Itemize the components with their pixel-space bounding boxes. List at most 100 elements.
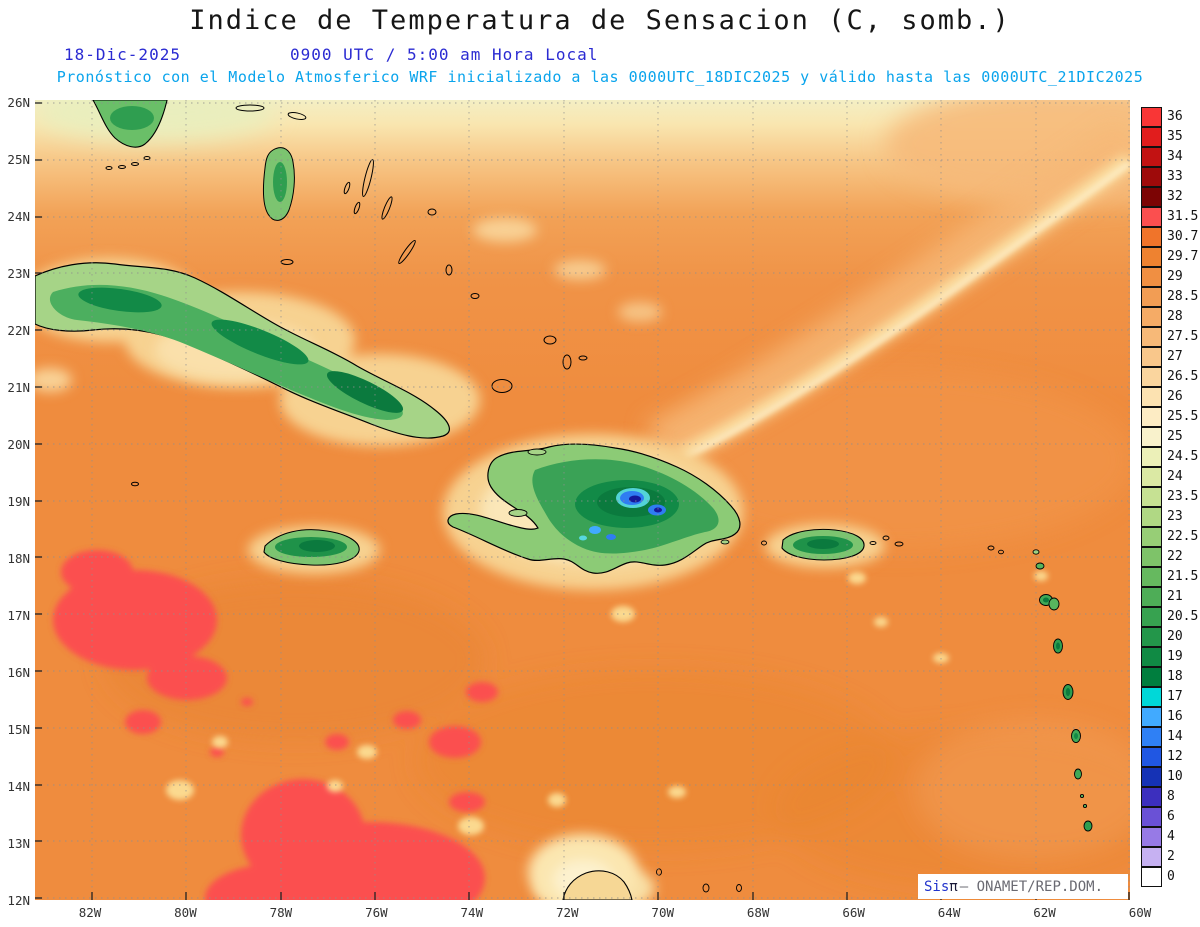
colorbar-row: 14: [1141, 727, 1198, 747]
colorbar-row: 33: [1141, 167, 1198, 187]
colorbar-row: 20: [1141, 627, 1198, 647]
colorbar-label: 29.7: [1167, 249, 1199, 264]
lat-label: 13N: [7, 836, 30, 851]
lat-label: 20N: [7, 437, 30, 452]
colorbar-swatch: [1141, 227, 1162, 247]
colorbar-label: 2: [1167, 849, 1175, 864]
colorbar-row: 36: [1141, 107, 1198, 127]
colorbar-row: 30.7: [1141, 227, 1198, 247]
forecast-time: 0900 UTC / 5:00 am Hora Local: [290, 45, 599, 64]
lon-label: 82W: [78, 905, 102, 920]
credit-badge: Sis π – ONAMET/REP.DOM.: [918, 874, 1128, 899]
colorbar-row: 8: [1141, 787, 1198, 807]
lat-label: 25N: [7, 152, 30, 167]
lat-label: 14N: [7, 779, 30, 794]
colorbar-row: 28: [1141, 307, 1198, 327]
colorbar-row: 27.5: [1141, 327, 1198, 347]
colorbar-label: 25.5: [1167, 409, 1199, 424]
colorbar-row: 31.5: [1141, 207, 1198, 227]
forecast-date: 18-Dic-2025: [64, 45, 181, 64]
lat-label: 17N: [7, 608, 30, 623]
colorbar-label: 20: [1167, 629, 1183, 644]
lat-label: 23N: [7, 266, 30, 281]
colorbar-swatch: [1141, 347, 1162, 367]
colorbar-swatch: [1141, 267, 1162, 287]
colorbar-label: 28.5: [1167, 289, 1199, 304]
lat-label: 26N: [7, 95, 30, 110]
colorbar-label: 22.5: [1167, 529, 1199, 544]
colorbar-swatch: [1141, 507, 1162, 527]
colorbar-label: 28: [1167, 309, 1183, 324]
colorbar-swatch: [1141, 827, 1162, 847]
colorbar-label: 20.5: [1167, 609, 1199, 624]
colorbar-label: 8: [1167, 789, 1175, 804]
colorbar-label: 4: [1167, 829, 1175, 844]
colorbar-row: 25.5: [1141, 407, 1198, 427]
colorbar-swatch: [1141, 427, 1162, 447]
colorbar-swatch: [1141, 587, 1162, 607]
colorbar-swatch: [1141, 487, 1162, 507]
colorbar-swatch: [1141, 107, 1162, 127]
longitude-axis: 82W 80W 78W 76W 74W 72W 70W 68W 66W 64W 62W 60W: [72, 905, 1158, 920]
colorbar-label: 6: [1167, 809, 1175, 824]
colorbar-label: 17: [1167, 689, 1183, 704]
lat-label: 21N: [7, 380, 30, 395]
colorbar-swatch: [1141, 867, 1162, 887]
lon-label: 72W: [555, 905, 579, 920]
colorbar-swatch: [1141, 307, 1162, 327]
lat-label: 22N: [7, 323, 30, 338]
colorbar-swatch: [1141, 807, 1162, 827]
colorbar-swatch: [1141, 287, 1162, 307]
colorbar-label: 21: [1167, 589, 1183, 604]
colorbar-label: 34: [1167, 149, 1183, 164]
colorbar-label: 31.5: [1167, 209, 1199, 224]
colorbar-row: 0: [1141, 867, 1198, 887]
colorbar-label: 30.7: [1167, 229, 1199, 244]
colorbar-row: 22: [1141, 547, 1198, 567]
colorbar-label: 21.5: [1167, 569, 1199, 584]
colorbar-row: 16: [1141, 707, 1198, 727]
colorbar-swatch: [1141, 367, 1162, 387]
colorbar-label: 16: [1167, 709, 1183, 724]
colorbar-row: 27: [1141, 347, 1198, 367]
colorbar-label: 0: [1167, 869, 1175, 884]
colorbar-label: 14: [1167, 729, 1183, 744]
colorbar-swatch: [1141, 407, 1162, 427]
lat-label: 16N: [7, 665, 30, 680]
colorbar-label: 23.5: [1167, 489, 1199, 504]
credit-sis: Sis: [924, 878, 950, 895]
lon-label: 62W: [1033, 905, 1056, 920]
latitude-axis: 26N 25N 24N 23N 22N 21N 20N 19N 18N 17N 16N 15N 14N 1…: [0, 96, 32, 908]
colorbar-label: 25: [1167, 429, 1183, 444]
colorbar-label: 10: [1167, 769, 1183, 784]
colorbar-swatch: [1141, 527, 1162, 547]
credit-org: – ONAMET/REP.DOM.: [959, 878, 1104, 895]
colorbar-swatch: [1141, 467, 1162, 487]
colorbar-label: 23: [1167, 509, 1183, 524]
colorbar-swatch: [1141, 747, 1162, 767]
lon-label: 74W: [460, 905, 484, 920]
colorbar-row: 19: [1141, 647, 1198, 667]
colorbar-swatch: [1141, 787, 1162, 807]
model-info-line: Pronóstico con el Modelo Atmosferico WRF…: [56, 68, 1144, 86]
colorbar-row: 10: [1141, 767, 1198, 787]
colorbar-row: 32: [1141, 187, 1198, 207]
colorbar-row: 26.5: [1141, 367, 1198, 387]
colorbar-label: 29: [1167, 269, 1183, 284]
colorbar-row: 6: [1141, 807, 1198, 827]
colorbar-swatch: [1141, 847, 1162, 867]
colorbar-swatch: [1141, 707, 1162, 727]
colorbar-swatch: [1141, 607, 1162, 627]
colorbar-label: 36: [1167, 109, 1183, 124]
colorbar-swatch: [1141, 567, 1162, 587]
colorbar-row: 21: [1141, 587, 1198, 607]
lon-label: 76W: [365, 905, 388, 920]
colorbar-label: 27.5: [1167, 329, 1199, 344]
colorbar-swatch: [1141, 327, 1162, 347]
colorbar-swatch: [1141, 447, 1162, 467]
colorbar-label: 35: [1167, 129, 1183, 144]
colorbar-row: 25: [1141, 427, 1198, 447]
lon-label: 70W: [651, 905, 674, 920]
colorbar-label: 18: [1167, 669, 1183, 684]
colorbar-label: 32: [1167, 189, 1183, 204]
